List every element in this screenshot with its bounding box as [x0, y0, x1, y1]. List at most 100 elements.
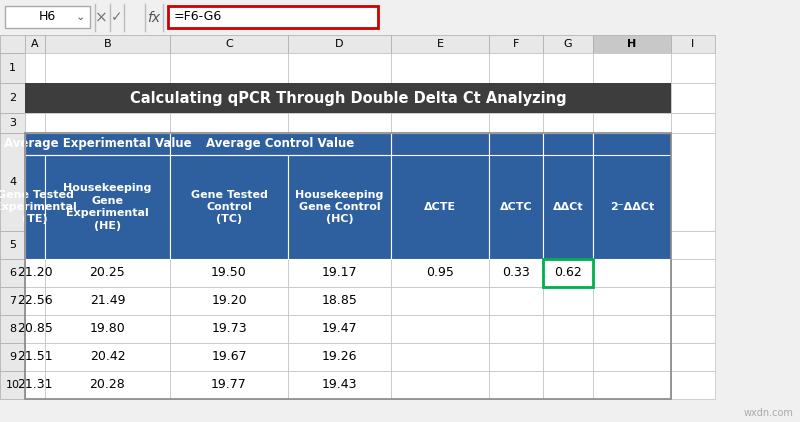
Text: 19.73: 19.73: [211, 322, 247, 335]
Bar: [25, 83, 671, 113]
Bar: [45, 315, 170, 343]
Bar: [391, 133, 489, 231]
Bar: [391, 287, 489, 315]
Bar: [170, 259, 288, 287]
Bar: [489, 259, 543, 287]
Bar: [593, 259, 671, 287]
Text: 3: 3: [9, 118, 16, 128]
Text: Gene Tested
Control
(TC): Gene Tested Control (TC): [190, 189, 267, 225]
Bar: [45, 133, 170, 259]
Text: G: G: [564, 39, 572, 49]
Text: wxdn.com: wxdn.com: [743, 408, 793, 418]
Bar: [0, 53, 25, 83]
Bar: [170, 231, 288, 259]
Bar: [0, 231, 25, 259]
Bar: [170, 53, 288, 83]
Bar: [288, 343, 391, 371]
Text: 8: 8: [9, 324, 16, 334]
Bar: [0, 259, 25, 287]
Bar: [671, 343, 715, 371]
Text: 20.28: 20.28: [90, 379, 126, 392]
Text: ×: ×: [94, 10, 107, 25]
Bar: [593, 35, 671, 53]
Bar: [671, 287, 715, 315]
Bar: [288, 133, 391, 259]
Text: 19.80: 19.80: [90, 322, 126, 335]
Text: ΔCTC: ΔCTC: [500, 202, 532, 212]
Text: 0.95: 0.95: [426, 267, 454, 279]
Bar: [489, 35, 543, 53]
Bar: [45, 371, 170, 399]
Text: A: A: [31, 39, 39, 49]
Bar: [0, 113, 25, 133]
Bar: [671, 53, 715, 83]
Bar: [288, 53, 391, 83]
Bar: [170, 343, 288, 371]
Bar: [671, 371, 715, 399]
Bar: [593, 231, 671, 259]
Bar: [288, 231, 391, 259]
Text: Calculating qPCR Through Double Delta Ct Analyzing: Calculating qPCR Through Double Delta Ct…: [130, 90, 566, 106]
Bar: [288, 83, 391, 113]
Text: Gene Tested
Experimental
(TE): Gene Tested Experimental (TE): [0, 189, 76, 225]
Bar: [671, 35, 715, 53]
Bar: [45, 113, 170, 133]
Bar: [170, 133, 288, 259]
Bar: [25, 287, 45, 315]
Bar: [489, 315, 543, 343]
Text: =F6-G6: =F6-G6: [174, 11, 222, 24]
Text: 20.85: 20.85: [17, 322, 53, 335]
Bar: [288, 287, 391, 315]
Bar: [489, 133, 543, 231]
Bar: [489, 133, 543, 259]
Text: 10: 10: [6, 380, 19, 390]
Bar: [593, 53, 671, 83]
Text: 6: 6: [9, 268, 16, 278]
Text: 19.20: 19.20: [211, 295, 247, 308]
Bar: [391, 371, 489, 399]
Bar: [489, 371, 543, 399]
Bar: [170, 287, 288, 315]
Text: Average Experimental Value: Average Experimental Value: [4, 138, 191, 151]
Bar: [593, 83, 671, 113]
Bar: [0, 315, 25, 343]
Bar: [391, 231, 489, 259]
Bar: [288, 35, 391, 53]
Text: 0.33: 0.33: [502, 267, 530, 279]
Bar: [25, 83, 45, 113]
Bar: [170, 113, 288, 133]
Text: 21.49: 21.49: [90, 295, 126, 308]
Bar: [391, 315, 489, 343]
Bar: [593, 113, 671, 133]
Bar: [45, 133, 170, 231]
Text: 19.26: 19.26: [322, 351, 358, 363]
Bar: [288, 113, 391, 133]
Bar: [593, 371, 671, 399]
Text: F: F: [513, 39, 519, 49]
Bar: [45, 259, 170, 287]
Bar: [0, 371, 25, 399]
Bar: [489, 83, 543, 113]
Text: 20.42: 20.42: [90, 351, 126, 363]
Text: 2⁻ΔΔCt: 2⁻ΔΔCt: [610, 202, 654, 212]
Bar: [543, 315, 593, 343]
Text: 5: 5: [9, 240, 16, 250]
Text: ⌄: ⌄: [75, 12, 85, 22]
Text: B: B: [104, 39, 111, 49]
Bar: [391, 83, 489, 113]
Bar: [671, 231, 715, 259]
Bar: [25, 133, 170, 155]
Bar: [45, 83, 170, 113]
Bar: [489, 343, 543, 371]
Bar: [170, 371, 288, 399]
Bar: [0, 0, 800, 35]
Bar: [543, 371, 593, 399]
Bar: [391, 343, 489, 371]
Bar: [593, 315, 671, 343]
Bar: [671, 113, 715, 133]
Bar: [543, 133, 593, 231]
Bar: [170, 35, 288, 53]
Bar: [25, 113, 45, 133]
Bar: [25, 371, 45, 399]
Bar: [288, 315, 391, 343]
